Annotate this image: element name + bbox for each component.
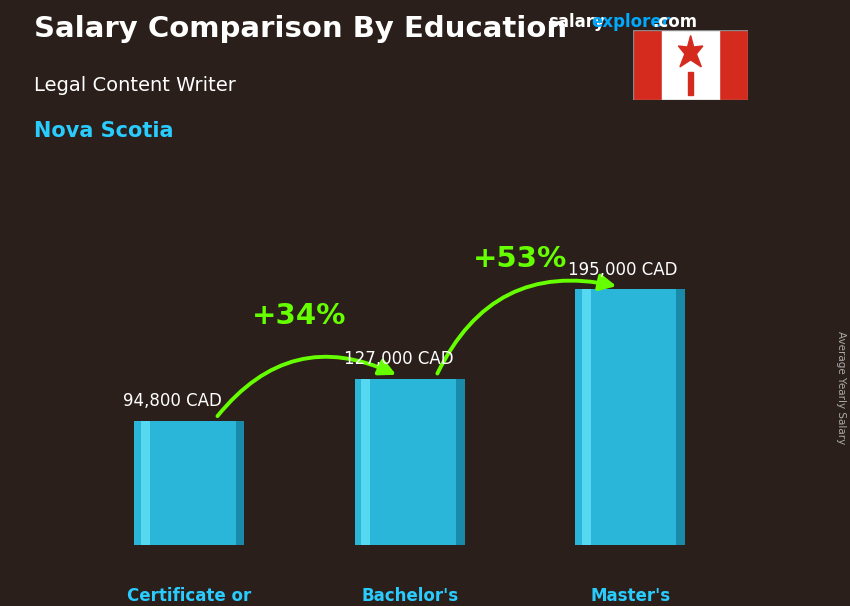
Text: 94,800 CAD: 94,800 CAD [123,393,222,410]
Bar [688,72,693,95]
FancyArrowPatch shape [438,276,612,373]
Text: Average Yearly Salary: Average Yearly Salary [836,331,846,444]
Text: 195,000 CAD: 195,000 CAD [569,261,678,279]
Text: .com: .com [652,13,697,32]
Text: Salary Comparison By Education: Salary Comparison By Education [34,15,567,43]
Text: +34%: +34% [252,302,347,330]
Text: Legal Content Writer: Legal Content Writer [34,76,235,95]
Text: Certificate or
Diploma: Certificate or Diploma [128,587,252,606]
Bar [575,290,685,545]
Bar [235,421,244,545]
Bar [662,30,719,100]
Text: Nova Scotia: Nova Scotia [34,121,173,141]
Bar [354,379,465,545]
Polygon shape [678,36,703,67]
Text: 127,000 CAD: 127,000 CAD [343,350,453,368]
Text: Master's
Degree: Master's Degree [590,587,671,606]
FancyArrowPatch shape [218,357,392,416]
Text: +53%: +53% [473,245,567,273]
Bar [677,290,685,545]
Bar [456,379,465,545]
Text: salary: salary [548,13,605,32]
Bar [719,30,748,100]
Bar [633,30,662,100]
Text: explorer: explorer [591,13,670,32]
Bar [581,290,591,545]
Bar [134,421,245,545]
Text: Bachelor's
Degree: Bachelor's Degree [361,587,458,606]
Bar [141,421,150,545]
Bar [361,379,370,545]
